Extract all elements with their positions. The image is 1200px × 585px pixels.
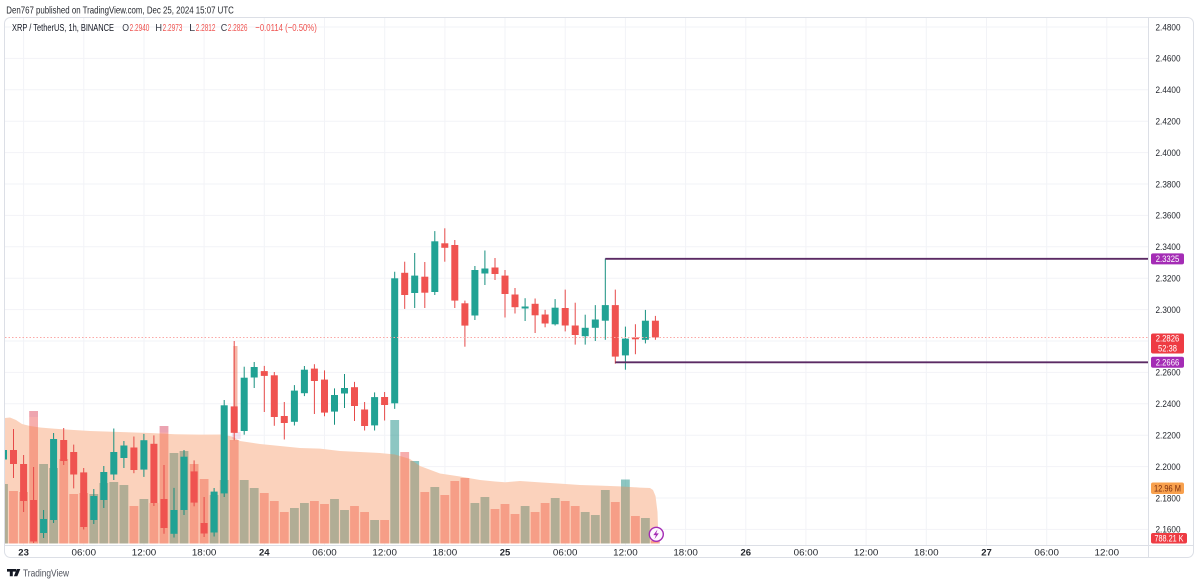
svg-text:12:00: 12:00 <box>132 547 157 558</box>
svg-text:24: 24 <box>259 547 270 558</box>
svg-text:2.4600: 2.4600 <box>1156 54 1181 65</box>
svg-text:2.1600: 2.1600 <box>1156 525 1181 536</box>
svg-text:XRP / TetherUS, 1h, BINANCE: XRP / TetherUS, 1h, BINANCE <box>12 22 114 34</box>
svg-text:18:00: 18:00 <box>192 547 217 558</box>
svg-text:2.4800: 2.4800 <box>1156 22 1181 33</box>
svg-text:23: 23 <box>18 547 29 558</box>
svg-text:18:00: 18:00 <box>914 547 939 558</box>
svg-text:52:38: 52:38 <box>1158 344 1177 354</box>
svg-text:788.21 K: 788.21 K <box>1155 534 1184 544</box>
svg-text:2.4200: 2.4200 <box>1156 117 1181 128</box>
svg-text:TradingView: TradingView <box>23 568 69 580</box>
svg-text:12:00: 12:00 <box>613 547 638 558</box>
svg-text:2.4400: 2.4400 <box>1156 85 1181 96</box>
svg-text:Den767 published on TradingVie: Den767 published on TradingView.com, Dec… <box>6 4 234 16</box>
svg-text:06:00: 06:00 <box>312 547 337 558</box>
svg-text:2.2000: 2.2000 <box>1156 462 1181 473</box>
svg-text:06:00: 06:00 <box>553 547 578 558</box>
svg-text:L: L <box>189 22 195 34</box>
svg-text:2.2200: 2.2200 <box>1156 431 1181 442</box>
svg-text:2.4000: 2.4000 <box>1156 148 1181 159</box>
svg-text:2.2666: 2.2666 <box>1156 358 1180 368</box>
svg-text:06:00: 06:00 <box>1034 547 1059 558</box>
svg-text:2.3800: 2.3800 <box>1156 179 1181 190</box>
svg-text:2.1800: 2.1800 <box>1156 493 1181 504</box>
svg-text:12:00: 12:00 <box>1095 547 1120 558</box>
svg-text:12:00: 12:00 <box>372 547 397 558</box>
svg-text:−0.0114 (−0.50%): −0.0114 (−0.50%) <box>255 22 316 34</box>
svg-text:2.3200: 2.3200 <box>1156 274 1181 285</box>
svg-text:06:00: 06:00 <box>794 547 819 558</box>
svg-text:2.3000: 2.3000 <box>1156 305 1181 316</box>
svg-text:12.96 M: 12.96 M <box>1154 483 1181 493</box>
svg-text:2.2826: 2.2826 <box>1156 334 1180 344</box>
svg-text:2.3400: 2.3400 <box>1156 242 1181 253</box>
svg-text:12:00: 12:00 <box>854 547 879 558</box>
svg-text:18:00: 18:00 <box>673 547 698 558</box>
svg-text:2.2600: 2.2600 <box>1156 368 1181 379</box>
svg-text:26: 26 <box>741 547 752 558</box>
svg-text:2.2400: 2.2400 <box>1156 399 1181 410</box>
svg-text:2.3600: 2.3600 <box>1156 211 1181 222</box>
svg-text:25: 25 <box>500 547 511 558</box>
svg-text:C: C <box>221 22 228 34</box>
svg-text:2.2940: 2.2940 <box>130 22 150 34</box>
svg-text:2.2826: 2.2826 <box>228 22 248 34</box>
svg-text:2.3325: 2.3325 <box>1156 254 1180 264</box>
svg-text:27: 27 <box>981 547 992 558</box>
svg-text:2.2812: 2.2812 <box>196 22 216 34</box>
svg-text:2.2973: 2.2973 <box>163 22 183 34</box>
svg-text:H: H <box>155 22 162 34</box>
svg-text:18:00: 18:00 <box>433 547 458 558</box>
svg-text:O: O <box>122 22 129 34</box>
svg-text:06:00: 06:00 <box>72 547 97 558</box>
